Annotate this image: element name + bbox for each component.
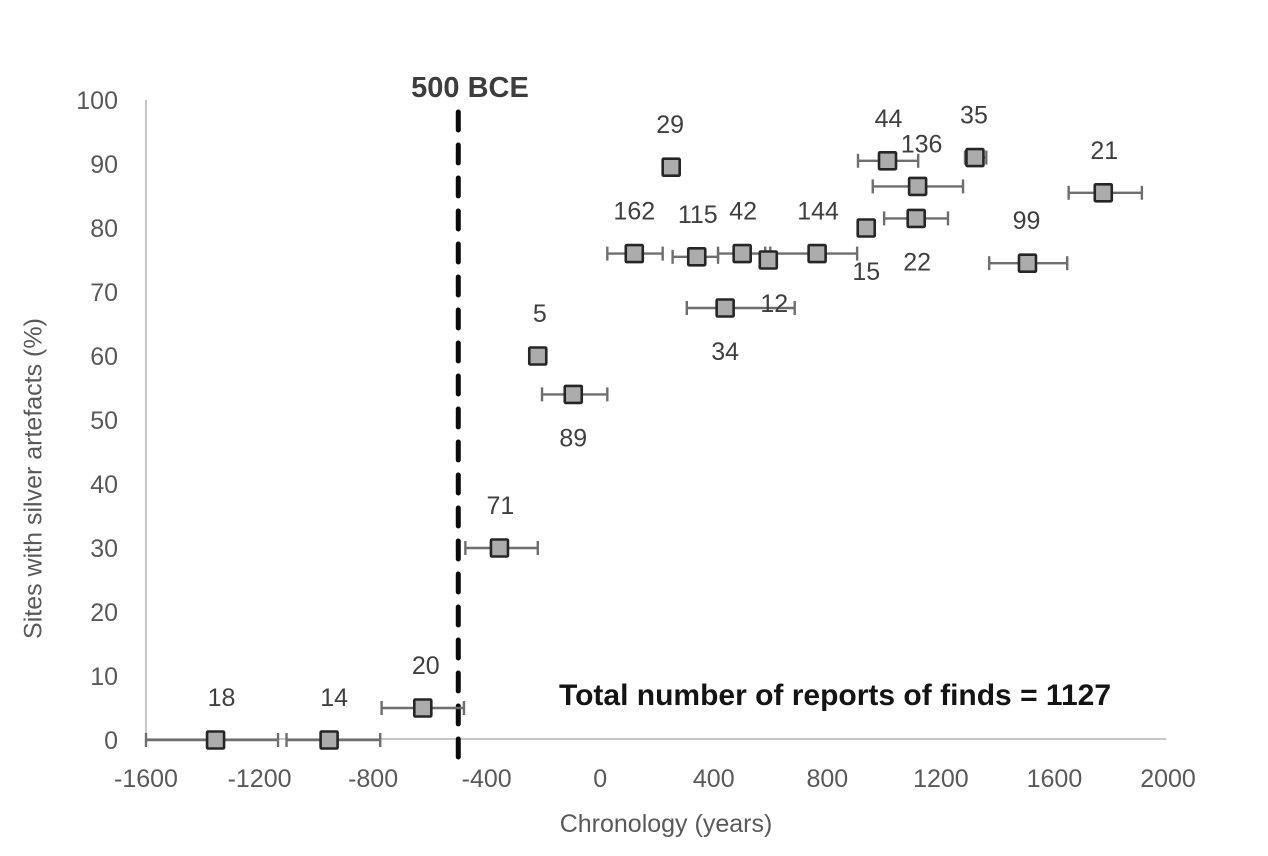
data-point-162 bbox=[624, 243, 645, 264]
y-tick-label-70: 70 bbox=[90, 279, 118, 307]
x-tick-label-1200: 1200 bbox=[913, 765, 969, 793]
data-point-42 bbox=[732, 243, 752, 264]
data-label-14: 14 bbox=[320, 684, 348, 712]
x-tick-label-800: 800 bbox=[806, 765, 848, 793]
y-tick-label-80: 80 bbox=[90, 215, 118, 243]
y-tick-label-30: 30 bbox=[90, 535, 118, 563]
data-point-14 bbox=[319, 730, 339, 750]
data-label-89: 89 bbox=[559, 424, 587, 452]
data-point-20 bbox=[412, 698, 433, 718]
data-point-136 bbox=[907, 176, 928, 197]
x-tick-label-400: 400 bbox=[693, 765, 735, 793]
x-tick-label--400: -400 bbox=[462, 765, 512, 793]
y-tick-label-50: 50 bbox=[90, 407, 118, 435]
y-tick-label-100: 100 bbox=[76, 87, 118, 115]
y-tick-label-90: 90 bbox=[90, 151, 118, 179]
x-tick-label--800: -800 bbox=[348, 765, 398, 793]
y-tick-label-0: 0 bbox=[104, 727, 118, 755]
data-point-44 bbox=[877, 151, 898, 171]
data-label-34: 34 bbox=[711, 338, 739, 366]
y-tick-label-60: 60 bbox=[90, 343, 118, 371]
data-label-21: 21 bbox=[1090, 137, 1118, 165]
data-point-29 bbox=[661, 157, 681, 177]
x-tick-label-1600: 1600 bbox=[1027, 765, 1083, 793]
data-point-15 bbox=[856, 218, 877, 238]
data-point-144 bbox=[807, 243, 827, 264]
data-label-18: 18 bbox=[208, 684, 236, 712]
y-axis-title: Sites with silver artefacts (%) bbox=[19, 318, 48, 639]
x-axis-title: Chronology (years) bbox=[559, 810, 773, 838]
data-label-136: 136 bbox=[901, 130, 943, 158]
data-label-71: 71 bbox=[487, 492, 515, 520]
data-label-5: 5 bbox=[533, 300, 547, 328]
data-point-89 bbox=[563, 384, 584, 405]
data-point-71 bbox=[489, 538, 510, 558]
data-point-22 bbox=[906, 208, 926, 229]
data-point-5 bbox=[527, 346, 548, 366]
data-label-12: 12 bbox=[760, 290, 788, 318]
x-tick-label-2000: 2000 bbox=[1140, 765, 1196, 793]
error-bar-34 bbox=[685, 301, 796, 315]
data-label-35: 35 bbox=[960, 102, 988, 130]
data-label-99: 99 bbox=[1013, 207, 1041, 235]
data-label-42: 42 bbox=[729, 198, 757, 226]
reference-line-label: 500 BCE bbox=[411, 72, 529, 104]
data-label-144: 144 bbox=[797, 198, 839, 226]
data-point-21 bbox=[1093, 183, 1114, 203]
data-point-99 bbox=[1017, 253, 1038, 273]
data-point-18 bbox=[205, 730, 226, 750]
y-tick-label-40: 40 bbox=[90, 471, 118, 499]
data-point-34 bbox=[715, 298, 735, 318]
data-label-44: 44 bbox=[875, 105, 903, 133]
x-tick-label--1600: -1600 bbox=[114, 765, 178, 793]
data-label-15: 15 bbox=[852, 258, 880, 286]
data-point-35 bbox=[965, 147, 985, 168]
y-tick-label-10: 10 bbox=[90, 663, 118, 691]
x-tick-label--1200: -1200 bbox=[228, 765, 292, 793]
data-label-20: 20 bbox=[412, 652, 440, 680]
data-label-162: 162 bbox=[613, 198, 655, 226]
x-tick-label-0: 0 bbox=[593, 765, 607, 793]
data-point-115 bbox=[686, 247, 707, 267]
data-point-12 bbox=[758, 250, 779, 270]
total-reports-annotation: Total number of reports of finds = 1127 bbox=[558, 679, 1112, 712]
data-label-22: 22 bbox=[903, 248, 931, 276]
data-label-29: 29 bbox=[656, 111, 684, 139]
data-label-115: 115 bbox=[678, 201, 718, 229]
y-tick-label-20: 20 bbox=[90, 599, 118, 627]
